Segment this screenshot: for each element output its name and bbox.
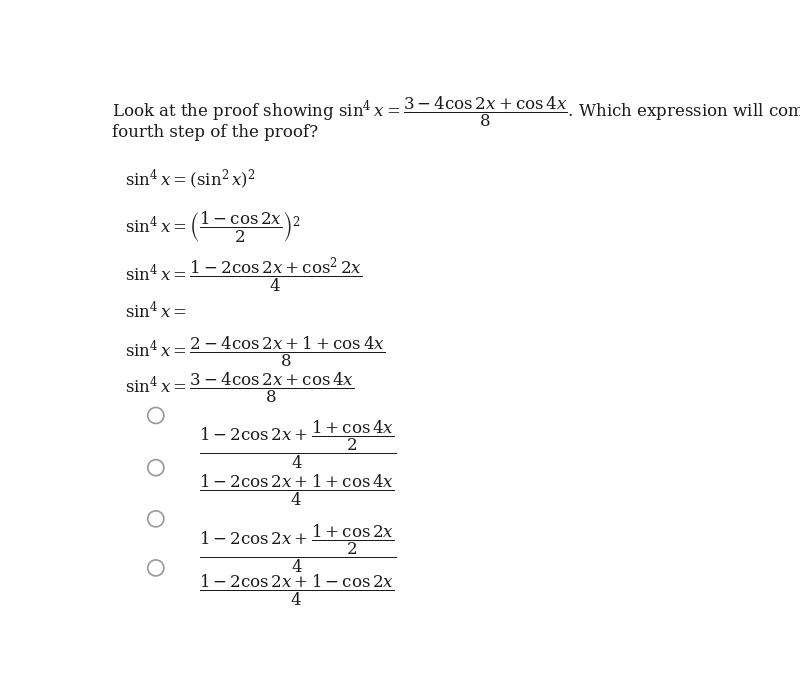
Text: $\dfrac{1 - 2\cos 2x + 1 - \cos 2x}{4}$: $\dfrac{1 - 2\cos 2x + 1 - \cos 2x}{4}$ [199,573,394,608]
Text: $\sin^4 x = \dfrac{2 - 4\cos 2x + 1 + \cos 4x}{8}$: $\sin^4 x = \dfrac{2 - 4\cos 2x + 1 + \c… [125,334,385,369]
Text: $\sin^4 x = $: $\sin^4 x = $ [125,300,186,322]
Text: fourth step of the proof?: fourth step of the proof? [112,124,318,141]
Text: $\sin^4 x = \dfrac{1 - 2\cos 2x + \cos^2 2x}{4}$: $\sin^4 x = \dfrac{1 - 2\cos 2x + \cos^2… [125,256,362,296]
Text: $\dfrac{1 - 2\cos 2x + \dfrac{1+\cos 2x}{2}}{4}$: $\dfrac{1 - 2\cos 2x + \dfrac{1+\cos 2x}… [199,523,397,575]
Text: $\dfrac{1 - 2\cos 2x + 1 + \cos 4x}{4}$: $\dfrac{1 - 2\cos 2x + 1 + \cos 4x}{4}$ [199,473,394,508]
Text: $\sin^4 x = \left(\dfrac{1-\cos 2x}{2}\right)^2$: $\sin^4 x = \left(\dfrac{1-\cos 2x}{2}\r… [125,210,300,244]
Text: $\sin^4 x = \left(\sin^2 x\right)^2$: $\sin^4 x = \left(\sin^2 x\right)^2$ [125,167,255,191]
Text: Look at the proof showing $\sin^4 x = \dfrac{3-4\cos 2x + \cos 4x}{8}$. Which ex: Look at the proof showing $\sin^4 x = \d… [112,94,800,129]
Text: $\sin^4 x = \dfrac{3 - 4\cos 2x + \cos 4x}{8}$: $\sin^4 x = \dfrac{3 - 4\cos 2x + \cos 4… [125,371,354,405]
Text: $\dfrac{1 - 2\cos 2x + \dfrac{1+\cos 4x}{2}}{4}$: $\dfrac{1 - 2\cos 2x + \dfrac{1+\cos 4x}… [199,418,397,471]
